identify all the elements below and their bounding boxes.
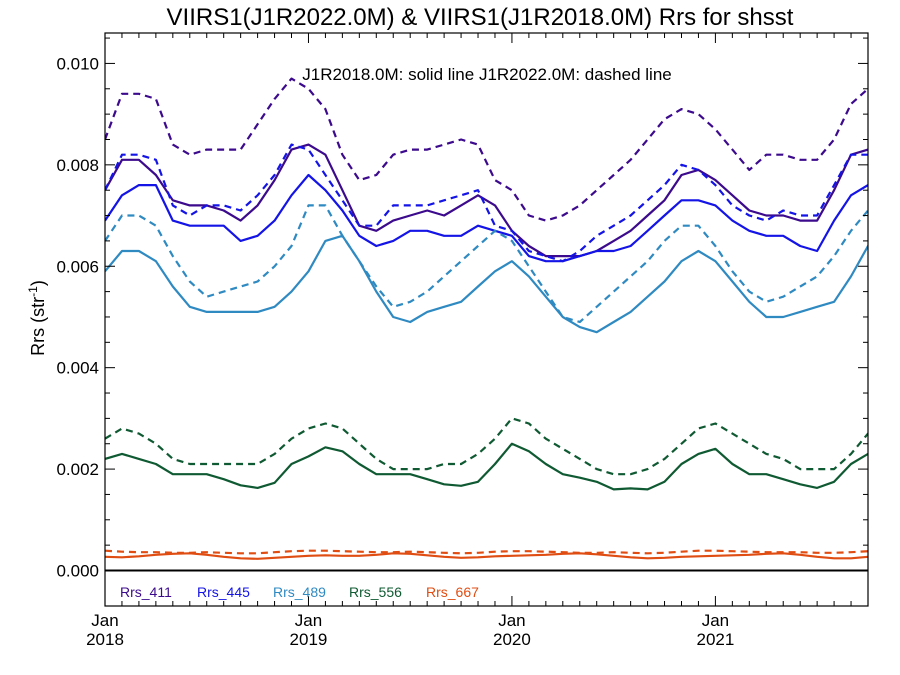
axes: 0.0000.0020.0040.0060.0080.010Jan2018Jan…	[56, 32, 869, 649]
legend-item-rrs_445: Rrs_445	[197, 584, 250, 600]
x-tick-label-year: 2021	[696, 630, 734, 649]
series-line-rrs_445-dashed	[105, 143, 868, 263]
x-tick-label-year: 2018	[86, 630, 124, 649]
legend-item-rrs_556: Rrs_556	[349, 584, 402, 600]
y-axis-label: Rrs (str-1)	[26, 280, 48, 356]
x-tick-label-month: Jan	[498, 611, 525, 630]
series-line-rrs_667-dashed	[105, 549, 868, 555]
series-line-rrs_445-solid	[105, 173, 868, 263]
legend-item-rrs_667: Rrs_667	[426, 584, 479, 600]
x-tick-label-month: Jan	[295, 611, 322, 630]
series-line-rrs_489-dashed	[105, 204, 868, 324]
series-line-rrs_667-solid	[105, 552, 868, 560]
y-tick-label: 0.004	[56, 359, 99, 378]
series-line-rrs_556-solid	[105, 442, 868, 491]
y-tick-label: 0.008	[56, 156, 99, 175]
x-tick-label-month: Jan	[702, 611, 729, 630]
plot-frame	[104, 32, 869, 607]
series-line-rrs_411-solid	[105, 143, 868, 258]
series-layer	[105, 77, 868, 560]
legend: Rrs_411 Rrs_445 Rrs_489 Rrs_556 Rrs_667	[120, 584, 479, 600]
x-tick-label-year: 2020	[493, 630, 531, 649]
y-tick-label: 0.010	[56, 54, 99, 73]
series-line-rrs_489-solid	[105, 234, 868, 334]
y-tick-label: 0.002	[56, 460, 99, 479]
chart-title: VIIRS1(J1R2022.0M) & VIIRS1(J1R2018.0M) …	[167, 4, 794, 31]
y-axis-label-end: )	[28, 280, 48, 286]
legend-item-rrs_489: Rrs_489	[273, 584, 326, 600]
legend-item-rrs_411: Rrs_411	[120, 584, 172, 600]
line-style-note: J1R2018.0M: solid line J1R2022.0M: dashe…	[302, 65, 672, 84]
x-tick-label-month: Jan	[91, 611, 118, 630]
y-tick-label: 0.000	[56, 562, 99, 581]
y-axis-label-main: Rrs (str	[28, 297, 48, 356]
series-line-rrs_556-dashed	[105, 417, 868, 476]
x-tick-label-year: 2019	[290, 630, 328, 649]
y-tick-label: 0.006	[56, 257, 99, 276]
y-axis-label-sup: -1	[26, 286, 40, 297]
series-line-rrs_411-dashed	[105, 77, 868, 222]
